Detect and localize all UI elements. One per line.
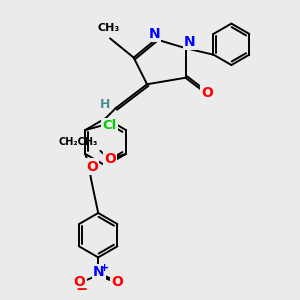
Text: −: −: [76, 282, 88, 297]
Text: Cl: Cl: [103, 118, 117, 132]
Text: CH₃: CH₃: [98, 23, 120, 33]
Text: N: N: [93, 265, 105, 279]
Text: O: O: [104, 152, 116, 166]
Text: O: O: [111, 275, 123, 289]
Text: O: O: [86, 160, 98, 173]
Text: O: O: [74, 275, 86, 289]
Text: N: N: [184, 35, 196, 49]
Text: O: O: [201, 86, 213, 100]
Text: CH₂CH₃: CH₂CH₃: [58, 137, 98, 147]
Text: +: +: [100, 263, 109, 273]
Text: N: N: [148, 27, 160, 41]
Text: H: H: [100, 98, 110, 112]
